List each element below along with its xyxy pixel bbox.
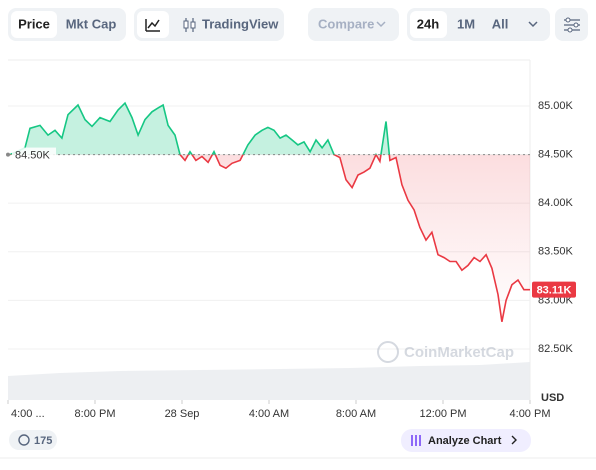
last-price-label: 83.11K	[537, 285, 572, 297]
watermark: CoinMarketCap	[377, 341, 514, 363]
comment-count[interactable]	[9, 430, 57, 450]
compare-label[interactable]: Compare	[318, 16, 374, 31]
last-price-badge	[532, 281, 576, 298]
currency-label: USD	[541, 392, 564, 404]
baseline-label-bg	[12, 147, 56, 162]
baseline-label: 84.50K	[15, 149, 51, 161]
x-tick-label: 28 Sep	[165, 408, 200, 420]
x-tick-label: 12:00 PM	[419, 408, 466, 420]
y-tick-label: 85.00K	[538, 100, 574, 112]
settings-icon	[567, 27, 573, 33]
comment-count-label[interactable]: 175	[34, 435, 52, 447]
plot	[8, 101, 530, 350]
range-label[interactable]: All	[492, 16, 509, 31]
y-tick-label: 84.00K	[538, 197, 574, 209]
y-tick-label: 83.50K	[538, 246, 574, 258]
compare-dropdown[interactable]	[308, 8, 399, 41]
watermark-text: CoinMarketCap	[404, 344, 514, 361]
x-tick-label: 4:00 PM	[510, 408, 551, 420]
range-label[interactable]: 1M	[457, 16, 475, 31]
line-icon	[145, 19, 160, 32]
analyze-button[interactable]	[401, 429, 531, 452]
line-up	[9, 101, 391, 155]
volume-area	[8, 362, 530, 400]
mkt-cap-tab[interactable]: Mkt Cap	[66, 16, 117, 31]
chart-type-toggle	[134, 8, 284, 41]
chevron	[376, 21, 386, 28]
analyze-label[interactable]: Analyze Chart	[428, 435, 502, 447]
area-down	[10, 154, 530, 322]
clock-icon	[18, 434, 30, 446]
tradingview-button[interactable]: TradingView	[202, 16, 279, 31]
y-tick-label: 82.50K	[538, 343, 574, 355]
candle-icon	[190, 21, 196, 29]
line-down	[9, 154, 530, 322]
x-tick-label: 8:00 AM	[336, 408, 376, 420]
x-tick-label: 8:00 PM	[75, 408, 116, 420]
settings-icon	[565, 17, 571, 23]
range-24h[interactable]	[410, 11, 447, 38]
settings-icon	[573, 22, 579, 28]
y-tick-label: 84.50K	[538, 148, 574, 160]
analyze-icon	[411, 435, 421, 446]
candle-icon	[183, 20, 189, 29]
price-tab[interactable]	[11, 11, 57, 38]
range-label[interactable]: 24h	[417, 16, 439, 31]
x-tick-label: 4:00 AM	[249, 408, 289, 420]
x-tick-label: 4:00 ...	[11, 408, 45, 420]
price-tab-label[interactable]: Price	[18, 16, 50, 31]
chevron	[511, 435, 517, 445]
baseline-dot	[6, 152, 10, 157]
watermark-logo	[377, 341, 399, 363]
chevron[interactable]	[528, 21, 538, 28]
